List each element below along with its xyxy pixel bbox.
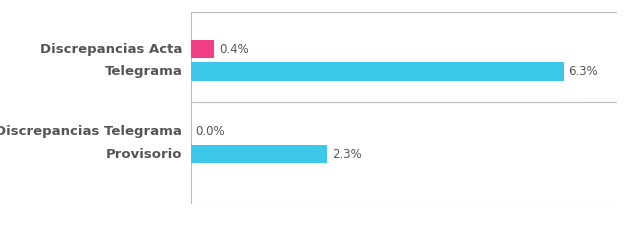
Text: 6.3%: 6.3% (569, 65, 598, 78)
Text: Telegrama: Telegrama (104, 65, 183, 78)
Text: Discrepancias Acta: Discrepancias Acta (40, 43, 183, 56)
Text: 2.3%: 2.3% (331, 148, 361, 161)
Text: Provisorio: Provisorio (106, 148, 183, 161)
Text: 0.4%: 0.4% (219, 43, 249, 56)
Text: Discrepancias Telegrama: Discrepancias Telegrama (0, 125, 183, 138)
Bar (191, 40, 214, 58)
Bar (191, 62, 563, 81)
Bar (191, 145, 327, 163)
Text: 0.0%: 0.0% (195, 125, 225, 138)
